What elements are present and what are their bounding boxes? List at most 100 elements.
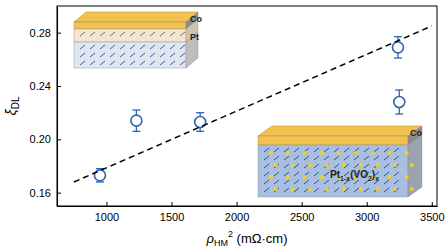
tick-label: 0.28 bbox=[30, 27, 51, 39]
tick-mark bbox=[106, 202, 107, 206]
x-title-sub: HM bbox=[214, 238, 228, 248]
inset-dot bbox=[388, 151, 392, 155]
inset-spin bbox=[90, 45, 95, 49]
inset-spin bbox=[394, 180, 399, 184]
inset-label-text: Co bbox=[410, 128, 422, 138]
error-bar-cap bbox=[395, 113, 403, 114]
tick-label: 3500 bbox=[420, 211, 444, 223]
inset-spin bbox=[180, 53, 185, 57]
data-point bbox=[392, 42, 403, 53]
inset-spin bbox=[304, 156, 309, 160]
inset-spin bbox=[314, 172, 319, 176]
inset-spin bbox=[354, 180, 359, 184]
inset-spin bbox=[160, 32, 165, 36]
tick-mark bbox=[302, 202, 303, 206]
inset-dot bbox=[376, 163, 380, 167]
y-title-sub: DL bbox=[10, 96, 21, 109]
inset-spin bbox=[294, 188, 299, 192]
inset-spin bbox=[100, 53, 105, 57]
inset-spin bbox=[314, 180, 319, 184]
inset-dot bbox=[371, 151, 375, 155]
tick: 0.16 bbox=[30, 187, 61, 199]
inset-dot bbox=[410, 163, 414, 167]
inset-spin bbox=[314, 156, 319, 160]
error-bar-cap bbox=[132, 131, 140, 132]
inset-label-sub: 1-x bbox=[340, 175, 350, 182]
inset-dot bbox=[291, 187, 295, 191]
inset-spin bbox=[274, 156, 279, 160]
inset-spin bbox=[130, 61, 135, 65]
tick: 1000 bbox=[95, 202, 119, 223]
inset-dot bbox=[325, 163, 329, 167]
tick-mark bbox=[237, 202, 238, 206]
x-title-unit: (mΩ·cm) bbox=[233, 231, 287, 246]
tick-label: 3000 bbox=[355, 211, 379, 223]
inset-label: Pt1-x(VO2)x bbox=[330, 169, 379, 182]
inset-label: Pt bbox=[190, 32, 199, 42]
inset-spin bbox=[314, 148, 319, 152]
inset-spin bbox=[284, 156, 289, 160]
inset-dot bbox=[354, 151, 358, 155]
inset-spin bbox=[264, 164, 269, 168]
inset-spin bbox=[100, 32, 105, 36]
inset-spin bbox=[160, 45, 165, 49]
x-axis: 100015002000250030003500 bbox=[58, 202, 445, 223]
inset-spin bbox=[294, 172, 299, 176]
inset-spin bbox=[170, 61, 175, 65]
inset-spin bbox=[274, 180, 279, 184]
inset-spin bbox=[374, 164, 379, 168]
inset-spin bbox=[284, 188, 289, 192]
inset-spin bbox=[314, 164, 319, 168]
inset-label: Co bbox=[410, 128, 422, 138]
inset-spin bbox=[80, 45, 85, 49]
inset-spin bbox=[294, 156, 299, 160]
inset-dot bbox=[303, 151, 307, 155]
tick-mark bbox=[172, 202, 173, 206]
tick: 3500 bbox=[420, 202, 444, 223]
inset-spin bbox=[130, 45, 135, 49]
inset-spin bbox=[324, 148, 329, 152]
error-bar-cap bbox=[395, 89, 403, 90]
plot-frame bbox=[57, 6, 437, 206]
inset-layer bbox=[74, 29, 186, 42]
inset-dot bbox=[393, 187, 397, 191]
inset-spin bbox=[150, 45, 155, 49]
inset-label-text: Pt bbox=[190, 32, 199, 42]
inset-spin bbox=[180, 45, 185, 49]
inset-spin bbox=[384, 164, 389, 168]
inset-layer bbox=[74, 42, 186, 68]
error-bar-cap bbox=[196, 131, 204, 132]
inset-spin bbox=[294, 148, 299, 152]
inset-top bbox=[74, 12, 198, 22]
inset-spin bbox=[394, 148, 399, 152]
inset-dot bbox=[410, 187, 414, 191]
inset-dot bbox=[405, 175, 409, 179]
inset-spin bbox=[264, 148, 269, 152]
inset-spin bbox=[384, 188, 389, 192]
inset-spin bbox=[120, 61, 125, 65]
inset-spin bbox=[334, 188, 339, 192]
inset-spin bbox=[394, 156, 399, 160]
inset-dot bbox=[269, 151, 273, 155]
tick-mark bbox=[57, 193, 61, 194]
inset-spin bbox=[274, 172, 279, 176]
inset-dot bbox=[320, 175, 324, 179]
inset-spin bbox=[264, 180, 269, 184]
inset-spin bbox=[120, 45, 125, 49]
inset-layer bbox=[258, 136, 408, 145]
tick-label: 2500 bbox=[290, 211, 314, 223]
tick: 1500 bbox=[160, 202, 184, 223]
inset-spin bbox=[304, 180, 309, 184]
x-axis-title: ρHM2 (mΩ·cm) bbox=[206, 229, 288, 248]
inset-spin bbox=[264, 188, 269, 192]
inset-spin bbox=[150, 32, 155, 36]
inset-spin bbox=[170, 32, 175, 36]
inset-spin bbox=[274, 164, 279, 168]
inset-dot bbox=[388, 175, 392, 179]
inset-spin bbox=[284, 164, 289, 168]
error-bar-cap bbox=[394, 36, 402, 37]
inset-spin bbox=[324, 172, 329, 176]
inset-spin bbox=[374, 148, 379, 152]
inset-spin bbox=[344, 148, 349, 152]
inset-spin bbox=[334, 164, 339, 168]
